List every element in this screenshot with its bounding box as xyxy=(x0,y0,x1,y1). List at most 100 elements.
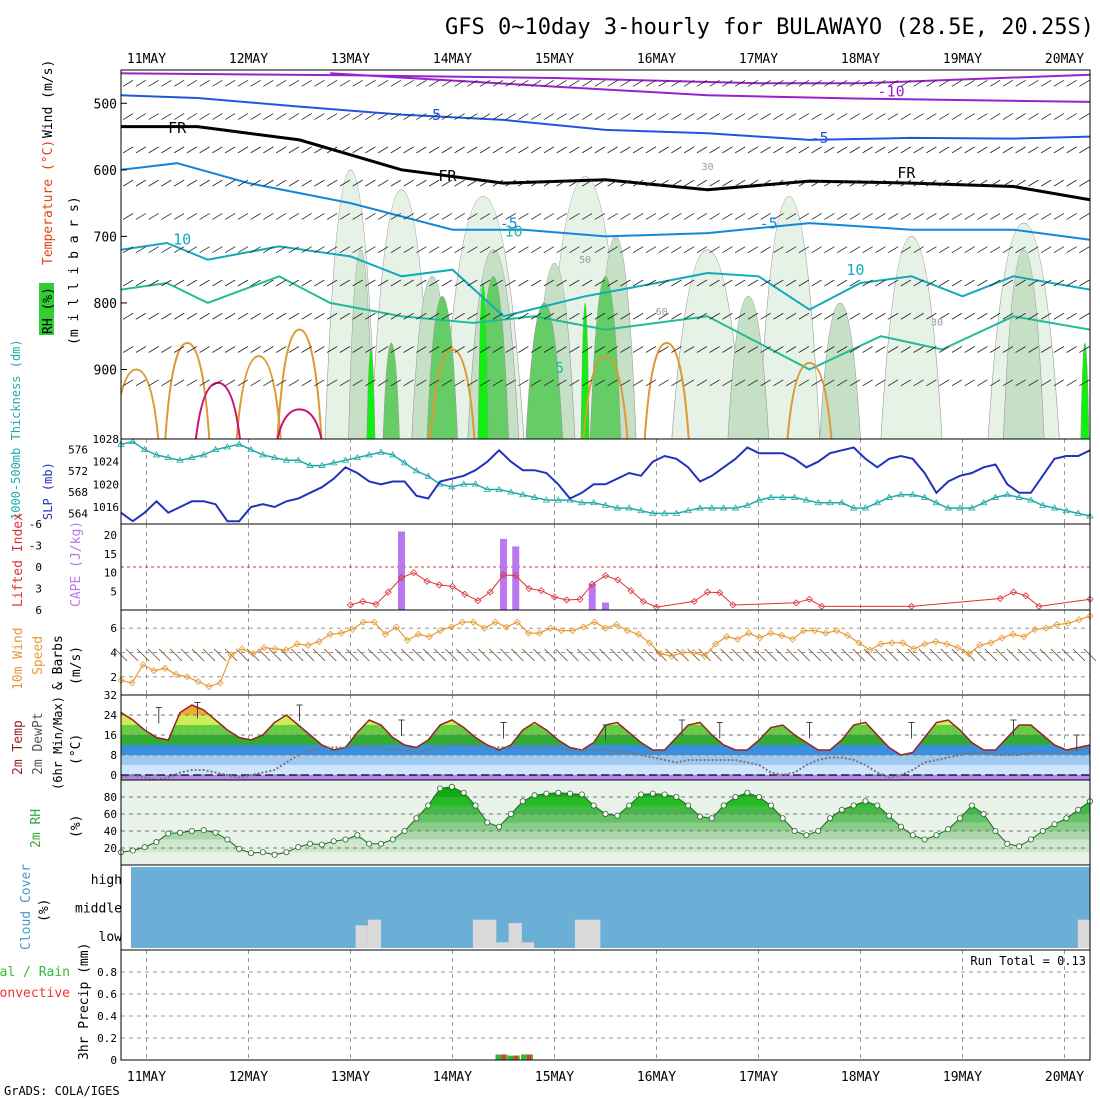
rh-point xyxy=(862,798,869,805)
wind-speed-point xyxy=(888,639,896,647)
wind-barb xyxy=(907,648,921,662)
upper-sub-label: (m i l l i b a r s) xyxy=(67,196,82,345)
wind-barb xyxy=(314,279,325,287)
wind-barb xyxy=(951,246,963,254)
wind-barb xyxy=(995,648,1009,662)
wind-speed-point xyxy=(833,627,841,635)
wind-barb xyxy=(263,346,274,353)
wind-barb xyxy=(543,246,555,254)
wind-barb xyxy=(658,312,669,320)
rh-band xyxy=(121,814,1090,823)
wind-barb xyxy=(212,146,223,154)
wind-barb xyxy=(1066,379,1077,387)
wind-barb xyxy=(326,179,338,187)
rh-point xyxy=(968,802,975,809)
thickness-point xyxy=(696,504,704,511)
lifted-point xyxy=(614,576,622,584)
wind-barb xyxy=(367,648,381,662)
wind-barb xyxy=(224,113,236,120)
wind-barb xyxy=(530,179,542,187)
wind-barb xyxy=(1066,79,1077,87)
wind-barb xyxy=(709,146,720,154)
wind-speed-point xyxy=(612,621,621,629)
thickness-point xyxy=(909,491,917,498)
wind-barb xyxy=(352,279,363,287)
wind-barb xyxy=(428,279,440,287)
wind-barb xyxy=(275,379,287,387)
wind-barb xyxy=(237,379,249,387)
wind-barb xyxy=(161,79,172,87)
wind-barb xyxy=(645,246,657,254)
wind-barb xyxy=(926,113,937,120)
wind-barb xyxy=(173,113,185,120)
convective-bar xyxy=(501,1054,506,1060)
wind-barb xyxy=(594,146,606,154)
wind-barb xyxy=(887,246,899,254)
wind-barb xyxy=(263,179,274,187)
day-label-top: 18MAY xyxy=(841,52,880,67)
thickness-point xyxy=(140,445,149,453)
wind-barb xyxy=(722,213,733,220)
thickness-point xyxy=(200,451,208,458)
wind-barb xyxy=(288,279,300,287)
wind-barb xyxy=(913,113,924,120)
wind-barb xyxy=(263,79,274,87)
contour-label: 10 xyxy=(505,222,523,240)
thickness-point xyxy=(838,498,846,506)
wind-speed-point xyxy=(921,640,929,648)
wind-barb xyxy=(275,146,287,154)
wind-barb xyxy=(500,648,513,662)
wind-barb xyxy=(416,246,427,254)
wind-barb xyxy=(773,146,784,154)
wind-barb xyxy=(237,146,249,154)
rh-point xyxy=(295,844,302,851)
wind-barb xyxy=(658,146,669,154)
wind-barb xyxy=(900,379,912,387)
wind-barb xyxy=(186,179,198,187)
contour-label: -5 xyxy=(423,106,441,124)
wind-barb xyxy=(454,146,465,154)
wind-barb xyxy=(556,279,567,287)
rh-point xyxy=(697,813,704,820)
wind-barb xyxy=(1066,279,1077,287)
rh-point xyxy=(767,802,774,809)
wind-speed-point xyxy=(337,629,345,637)
precip-label-c: 3hr Precip (mm) xyxy=(77,943,92,1060)
y-tick-label: 500 xyxy=(94,97,117,112)
isotherm-line xyxy=(121,241,1090,318)
wind-barb xyxy=(989,246,1001,254)
wind-barb xyxy=(180,648,194,662)
wind-barb xyxy=(148,179,159,187)
lifted-tick-label: -6 xyxy=(29,518,42,531)
wind-barb xyxy=(365,246,376,254)
wind-barb xyxy=(352,146,363,154)
wind-barb xyxy=(492,146,504,154)
thickness-point xyxy=(495,485,503,492)
wind-speed-point xyxy=(436,627,444,635)
wind-barb xyxy=(250,213,261,220)
wind-barb xyxy=(1079,113,1090,120)
wind-barb xyxy=(377,79,389,87)
wind-barb xyxy=(1015,146,1026,154)
thickness-point xyxy=(731,504,740,511)
wind-barb xyxy=(989,346,1001,353)
upper-axis-label: RH (%) Temperature (°C) Wind (m/s) (m i … xyxy=(39,60,82,345)
wind-barb xyxy=(212,79,223,87)
wind-barb xyxy=(492,346,504,353)
wind-barb xyxy=(403,179,414,187)
wind-barb xyxy=(441,179,453,187)
wind-barb xyxy=(824,246,835,254)
wind-barb xyxy=(479,246,491,254)
wind-barb xyxy=(199,246,210,254)
wind-barb xyxy=(1053,312,1065,320)
rh-point xyxy=(519,798,526,805)
wind-barb xyxy=(530,79,542,87)
wind-barb xyxy=(658,213,669,220)
wind-speed-point xyxy=(701,652,709,660)
wind-barb xyxy=(492,113,504,120)
rh-2m-panel: 20 40 60 80 xyxy=(104,779,1094,866)
wind-barb xyxy=(964,312,975,320)
wind-barb xyxy=(377,312,389,320)
contour-label: -5 xyxy=(811,129,829,147)
wind-barb xyxy=(773,79,784,87)
